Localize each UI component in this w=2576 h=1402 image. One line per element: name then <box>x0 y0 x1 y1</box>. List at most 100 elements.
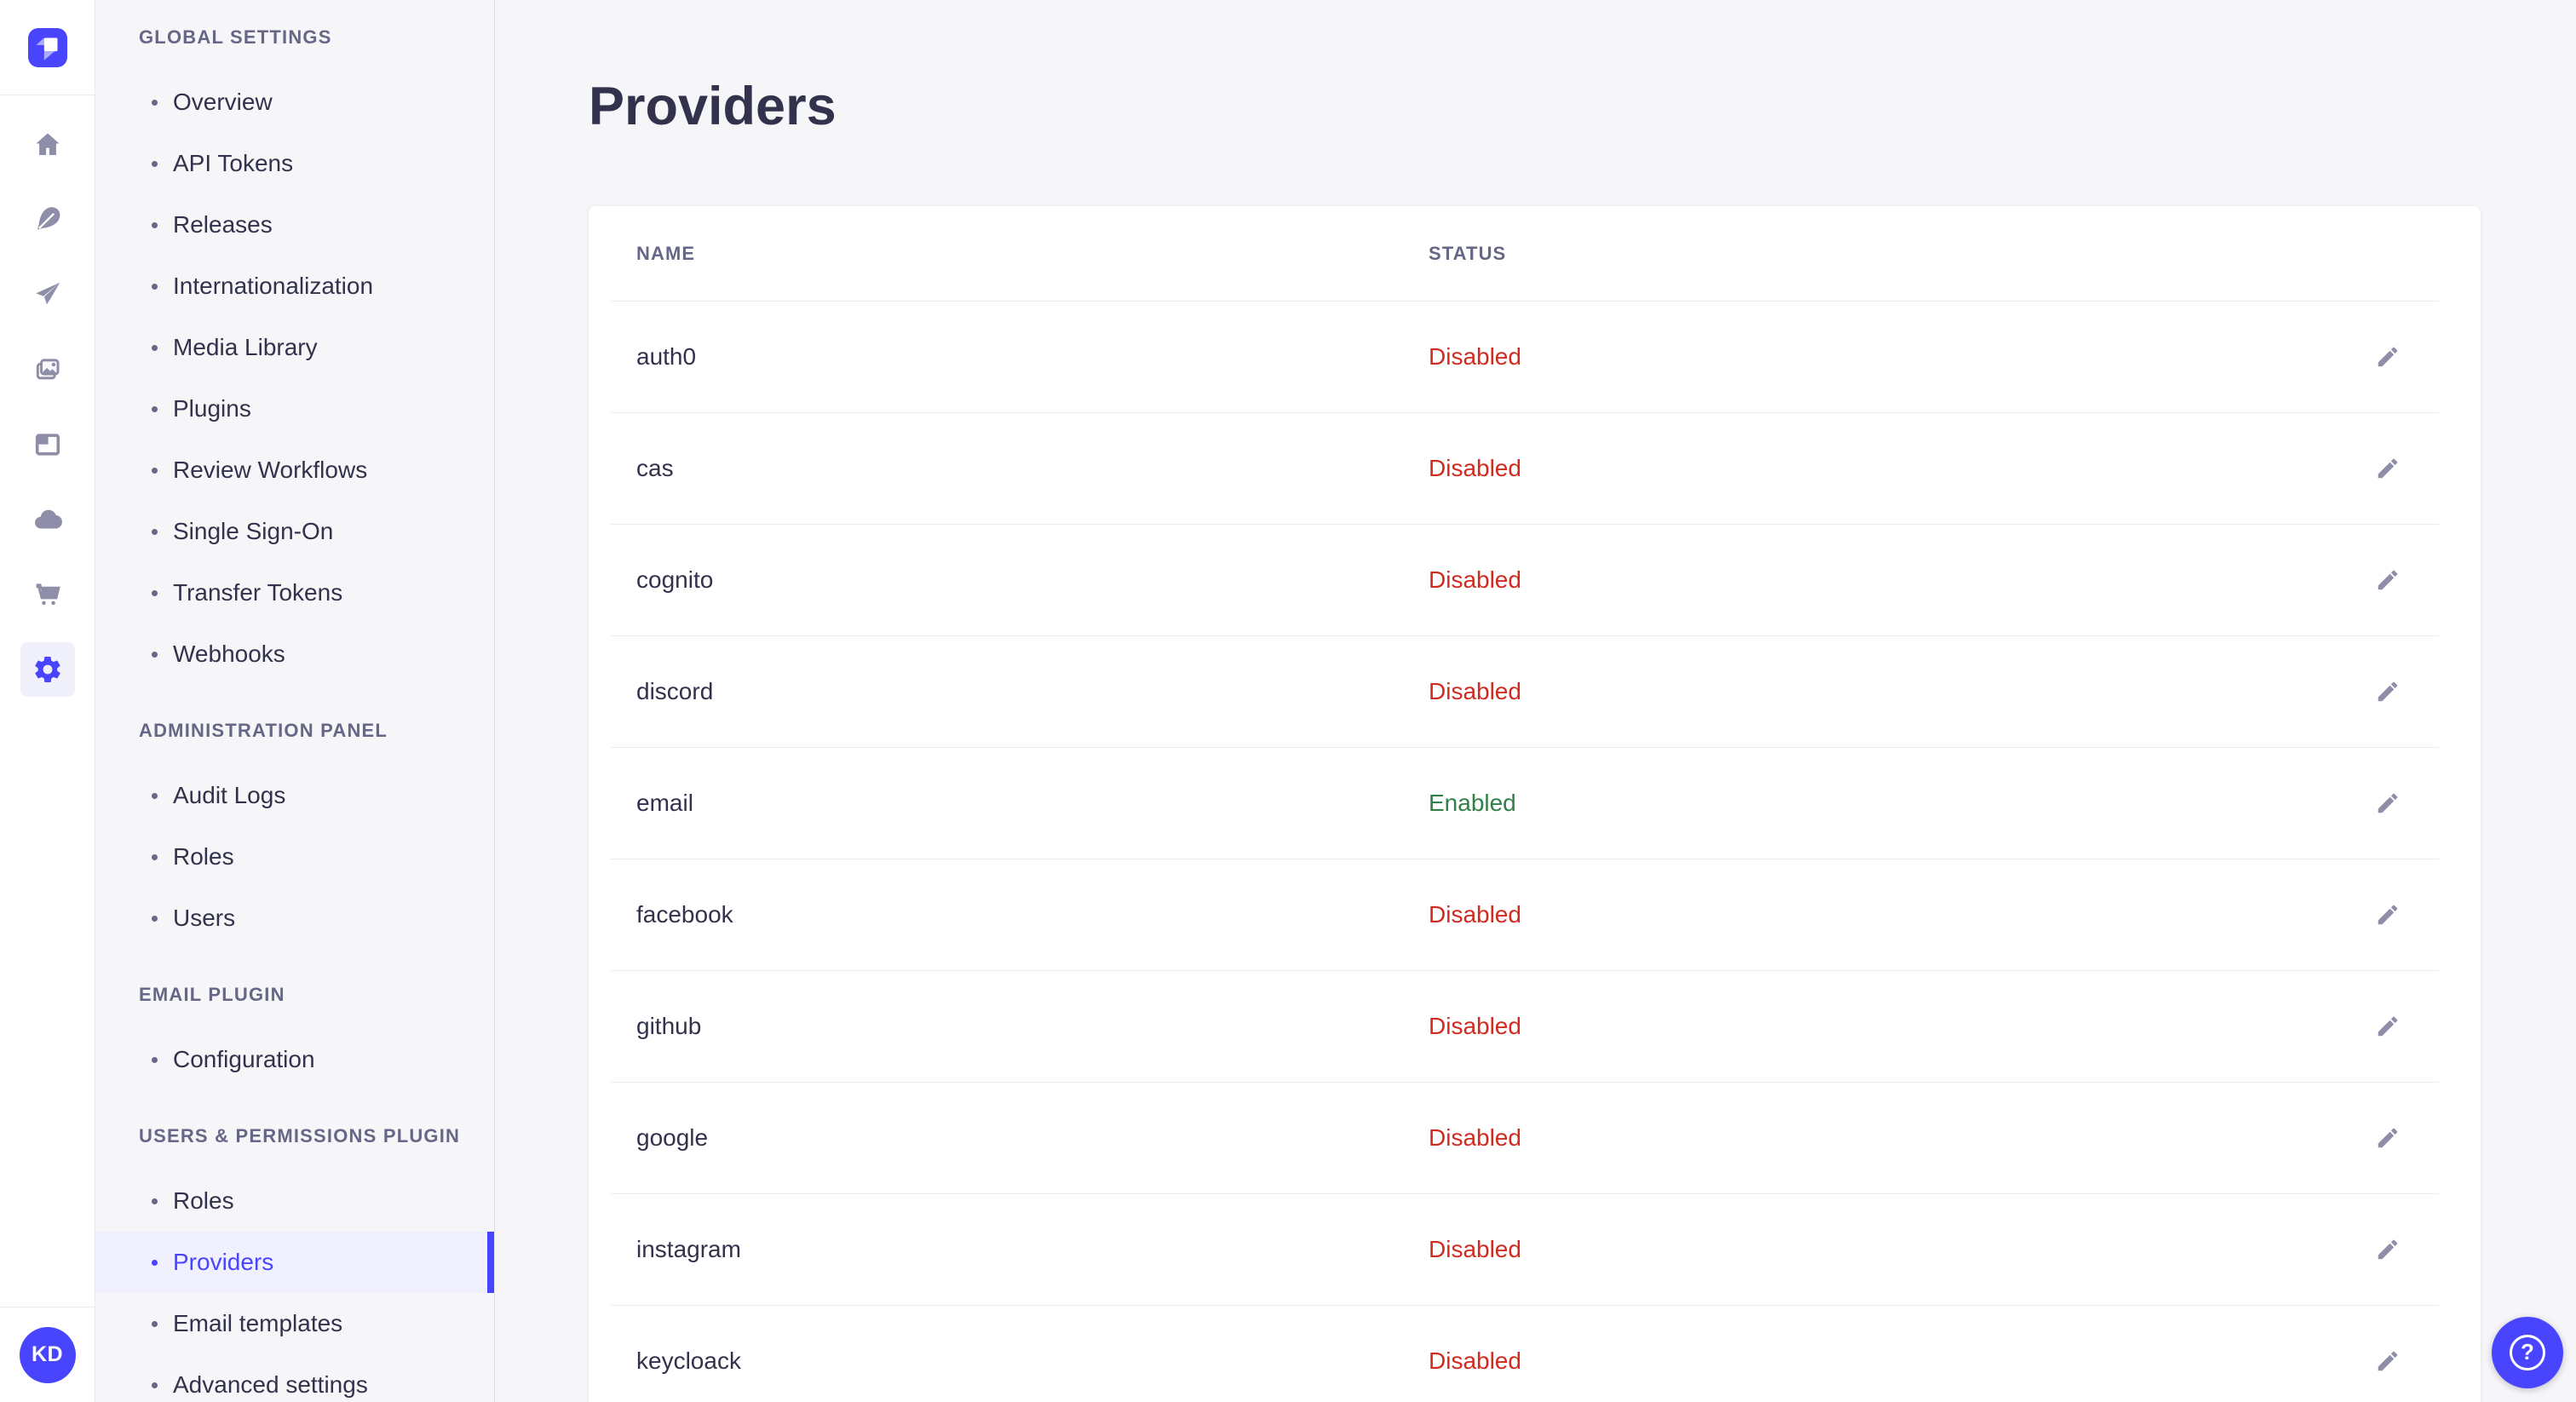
subnav-item[interactable]: Roles <box>95 1170 494 1232</box>
page-title: Providers <box>589 77 837 136</box>
edit-pencil-icon[interactable] <box>2369 338 2406 376</box>
home-icon[interactable] <box>20 118 75 172</box>
edit-pencil-icon[interactable] <box>2369 561 2406 599</box>
provider-row: cas Disabled <box>611 412 2439 524</box>
edit-pencil-icon[interactable] <box>2369 1008 2406 1045</box>
subnav-item[interactable]: Advanced settings <box>95 1354 494 1402</box>
marketplace-cart-icon[interactable] <box>20 567 75 622</box>
subnav-item[interactable]: Transfer Tokens <box>95 562 494 623</box>
layout-icon[interactable] <box>20 417 75 472</box>
main-content: Providers NAME STATUS auth0 Disabled cas… <box>495 0 2576 1402</box>
provider-name: email <box>636 790 693 816</box>
subnav-item-label: Providers <box>173 1249 274 1275</box>
edit-pencil-icon[interactable] <box>2369 784 2406 822</box>
edit-pencil-icon[interactable] <box>2369 1119 2406 1157</box>
provider-name: cas <box>636 455 674 481</box>
feather-pen-icon[interactable] <box>20 192 75 247</box>
edit-pencil-icon[interactable] <box>2369 896 2406 934</box>
providers-table: NAME STATUS auth0 Disabled cas Disabled … <box>611 206 2439 1402</box>
subnav-item-label: Email templates <box>173 1310 343 1336</box>
subnav-item-label: Plugins <box>173 395 251 422</box>
edit-pencil-icon[interactable] <box>2369 673 2406 710</box>
bullet-icon <box>152 792 158 799</box>
provider-row: instagram Disabled <box>611 1193 2439 1305</box>
subnav-item-label: Transfer Tokens <box>173 579 343 606</box>
bullet-icon <box>152 1056 158 1063</box>
bullet-icon <box>152 160 158 167</box>
provider-status: Disabled <box>1429 1347 1521 1374</box>
provider-status: Disabled <box>1429 566 1521 593</box>
bullet-icon <box>152 1198 158 1204</box>
subnav-item-list: Configuration <box>95 1029 494 1090</box>
provider-row: github Disabled <box>611 970 2439 1082</box>
bullet-icon <box>152 344 158 351</box>
provider-name: github <box>636 1013 702 1039</box>
subnav-item-label: Overview <box>173 89 273 115</box>
subnav-section: GLOBAL SETTINGS Overview API Tokens Rele… <box>95 26 494 685</box>
media-library-icon[interactable] <box>20 342 75 397</box>
provider-status: Disabled <box>1429 678 1521 704</box>
subnav-item[interactable]: Roles <box>95 826 494 888</box>
logo-container <box>0 0 95 95</box>
subnav-item[interactable]: Internationalization <box>95 256 494 317</box>
subnav-item-label: Internationalization <box>173 273 374 299</box>
user-avatar[interactable]: KD <box>19 1326 76 1383</box>
bullet-icon <box>152 1320 158 1327</box>
subnav-item[interactable]: API Tokens <box>95 133 494 194</box>
provider-row: facebook Disabled <box>611 859 2439 970</box>
subnav-item-label: Audit Logs <box>173 782 286 808</box>
subnav-item[interactable]: Review Workflows <box>95 440 494 501</box>
provider-name: google <box>636 1124 709 1151</box>
subnav-section-header: ADMINISTRATION PANEL <box>139 720 388 741</box>
provider-row: discord Disabled <box>611 635 2439 747</box>
subnav-item[interactable]: Email templates <box>95 1293 494 1354</box>
help-button[interactable]: ? <box>2492 1317 2563 1388</box>
edit-pencil-icon[interactable] <box>2369 1342 2406 1380</box>
bullet-icon <box>152 99 158 106</box>
subnav-item[interactable]: Media Library <box>95 317 494 378</box>
subnav-section: ADMINISTRATION PANEL Audit Logs Roles Us… <box>95 719 494 949</box>
provider-row: email Enabled <box>611 747 2439 859</box>
subnav-item[interactable]: Providers <box>95 1232 494 1293</box>
subnav-item[interactable]: Single Sign-On <box>95 501 494 562</box>
cloud-icon[interactable] <box>20 492 75 547</box>
provider-status: Disabled <box>1429 343 1521 370</box>
provider-name: facebook <box>636 901 733 928</box>
provider-row: google Disabled <box>611 1082 2439 1193</box>
subnav-item-list: Overview API Tokens Releases Internation… <box>95 72 494 685</box>
subnav-item-label: Releases <box>173 211 273 238</box>
subnav-item[interactable]: Plugins <box>95 378 494 440</box>
strapi-logo[interactable] <box>27 27 67 67</box>
bullet-icon <box>152 915 158 922</box>
subnav-item[interactable]: Configuration <box>95 1029 494 1090</box>
subnav-section-header: EMAIL PLUGIN <box>139 984 285 1005</box>
icon-rail: KD <box>0 0 95 1402</box>
edit-pencil-icon[interactable] <box>2369 1231 2406 1268</box>
subnav-item-label: API Tokens <box>173 150 294 176</box>
column-header-name: NAME <box>636 242 696 264</box>
settings-gear-icon[interactable] <box>20 642 75 697</box>
providers-card: NAME STATUS auth0 Disabled cas Disabled … <box>589 206 2481 1402</box>
provider-row: cognito Disabled <box>611 524 2439 635</box>
paper-plane-icon[interactable] <box>20 267 75 322</box>
edit-pencil-icon[interactable] <box>2369 450 2406 487</box>
subnav-item[interactable]: Releases <box>95 194 494 256</box>
bullet-icon <box>152 589 158 596</box>
bullet-icon <box>152 283 158 290</box>
subnav-item[interactable]: Overview <box>95 72 494 133</box>
question-mark-icon: ? <box>2510 1335 2545 1370</box>
provider-row: auth0 Disabled <box>611 301 2439 412</box>
provider-status: Enabled <box>1429 790 1516 816</box>
provider-name: auth0 <box>636 343 697 370</box>
subnav-item-list: Audit Logs Roles Users <box>95 765 494 949</box>
subnav-item[interactable]: Webhooks <box>95 623 494 685</box>
subnav-item-label: Users <box>173 905 236 931</box>
subnav-item[interactable]: Audit Logs <box>95 765 494 826</box>
provider-status: Disabled <box>1429 901 1521 928</box>
subnav-item[interactable]: Users <box>95 888 494 949</box>
subnav-item-label: Advanced settings <box>173 1371 368 1398</box>
subnav-section-header: GLOBAL SETTINGS <box>139 26 332 48</box>
subnav-section: EMAIL PLUGIN Configuration <box>95 983 494 1090</box>
provider-name: cognito <box>636 566 714 593</box>
